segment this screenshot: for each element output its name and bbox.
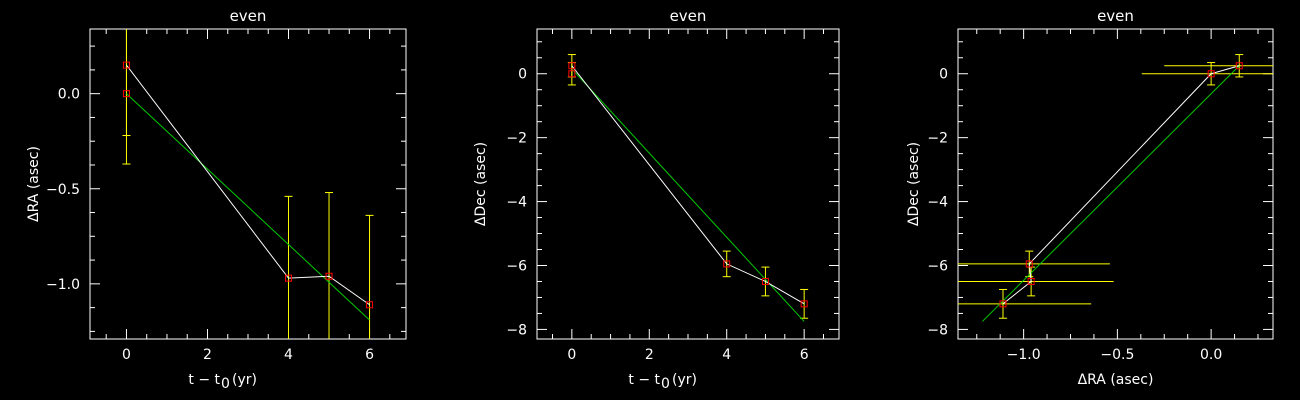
data-point	[568, 62, 576, 70]
plot-frame	[957, 28, 1274, 340]
y-tick-label: −2	[506, 131, 527, 147]
fit-line	[126, 93, 370, 321]
connect-line	[571, 65, 805, 305]
y-tick-label: 0.0	[58, 87, 80, 103]
y-axis-label: ΔRA (asec)	[26, 146, 42, 222]
x-tick-label: 6	[365, 347, 374, 363]
y-tick-label: −4	[506, 195, 527, 211]
x-tick-label: 0	[122, 347, 131, 363]
y-tick-label: −0.5	[46, 182, 80, 198]
y-tick-label: 0	[939, 67, 948, 83]
data-point	[325, 272, 333, 280]
chart-title: even	[230, 7, 267, 25]
data-point	[1027, 277, 1035, 285]
data-point	[723, 260, 731, 268]
x-tick-label: −1.0	[1007, 347, 1041, 363]
x-tick-label: 2	[203, 347, 212, 363]
x-axis-label: t − t	[628, 372, 660, 388]
y-tick-label: −4	[927, 195, 948, 211]
y-tick-label: −8	[927, 322, 948, 338]
x-axis-label-subscript: 0	[221, 376, 230, 392]
plot-frame	[536, 28, 840, 340]
data-point	[999, 300, 1007, 308]
data-point	[568, 70, 576, 78]
x-tick-label: 2	[645, 347, 654, 363]
y-tick-label: −6	[506, 258, 527, 274]
data-point	[1025, 260, 1033, 268]
fit-line	[571, 68, 805, 322]
chart-title: even	[670, 7, 707, 25]
data-point	[1235, 62, 1243, 70]
y-tick-label: −8	[506, 322, 527, 338]
x-axis-label-subscript: 0	[661, 376, 670, 392]
chart-title: even	[1097, 7, 1134, 25]
connect-line	[126, 64, 370, 306]
data-point	[285, 274, 293, 282]
data-layer	[122, 29, 374, 339]
data-layer	[567, 54, 809, 322]
data-point	[366, 301, 374, 309]
x-tick-label: 0.0	[1200, 347, 1222, 363]
x-axis-label: ΔRA (asec)	[1078, 372, 1154, 388]
x-tick-label: 4	[284, 347, 293, 363]
data-layer	[958, 54, 1273, 322]
x-tick-label: −0.5	[1100, 347, 1134, 363]
x-axis-label-unit: (yr)	[232, 372, 257, 388]
data-point	[122, 90, 130, 98]
y-axis-label: ΔDec (asec)	[906, 142, 922, 226]
data-point	[761, 277, 769, 285]
data-point	[800, 300, 808, 308]
y-tick-label: −1.0	[46, 277, 80, 293]
y-tick-label: 0	[518, 67, 527, 83]
connect-line	[1002, 65, 1240, 305]
y-tick-label: −6	[927, 258, 948, 274]
x-tick-label: 6	[800, 347, 809, 363]
fit-line	[982, 65, 1240, 322]
x-tick-label: 0	[567, 347, 576, 363]
x-tick-label: 4	[722, 347, 731, 363]
data-point	[1207, 70, 1215, 78]
y-tick-label: −2	[927, 131, 948, 147]
x-axis-label-unit: (yr)	[672, 372, 697, 388]
plot-frame	[89, 28, 407, 340]
data-point	[122, 61, 130, 69]
x-axis-label: t − t	[188, 372, 220, 388]
chart-panel-3: even −1.0 −0.5 0.0 0 −2 −4 −6 −8 ΔRA (asec) ΔDec (…	[906, 7, 1274, 388]
y-axis-label: ΔDec (asec)	[473, 142, 489, 226]
